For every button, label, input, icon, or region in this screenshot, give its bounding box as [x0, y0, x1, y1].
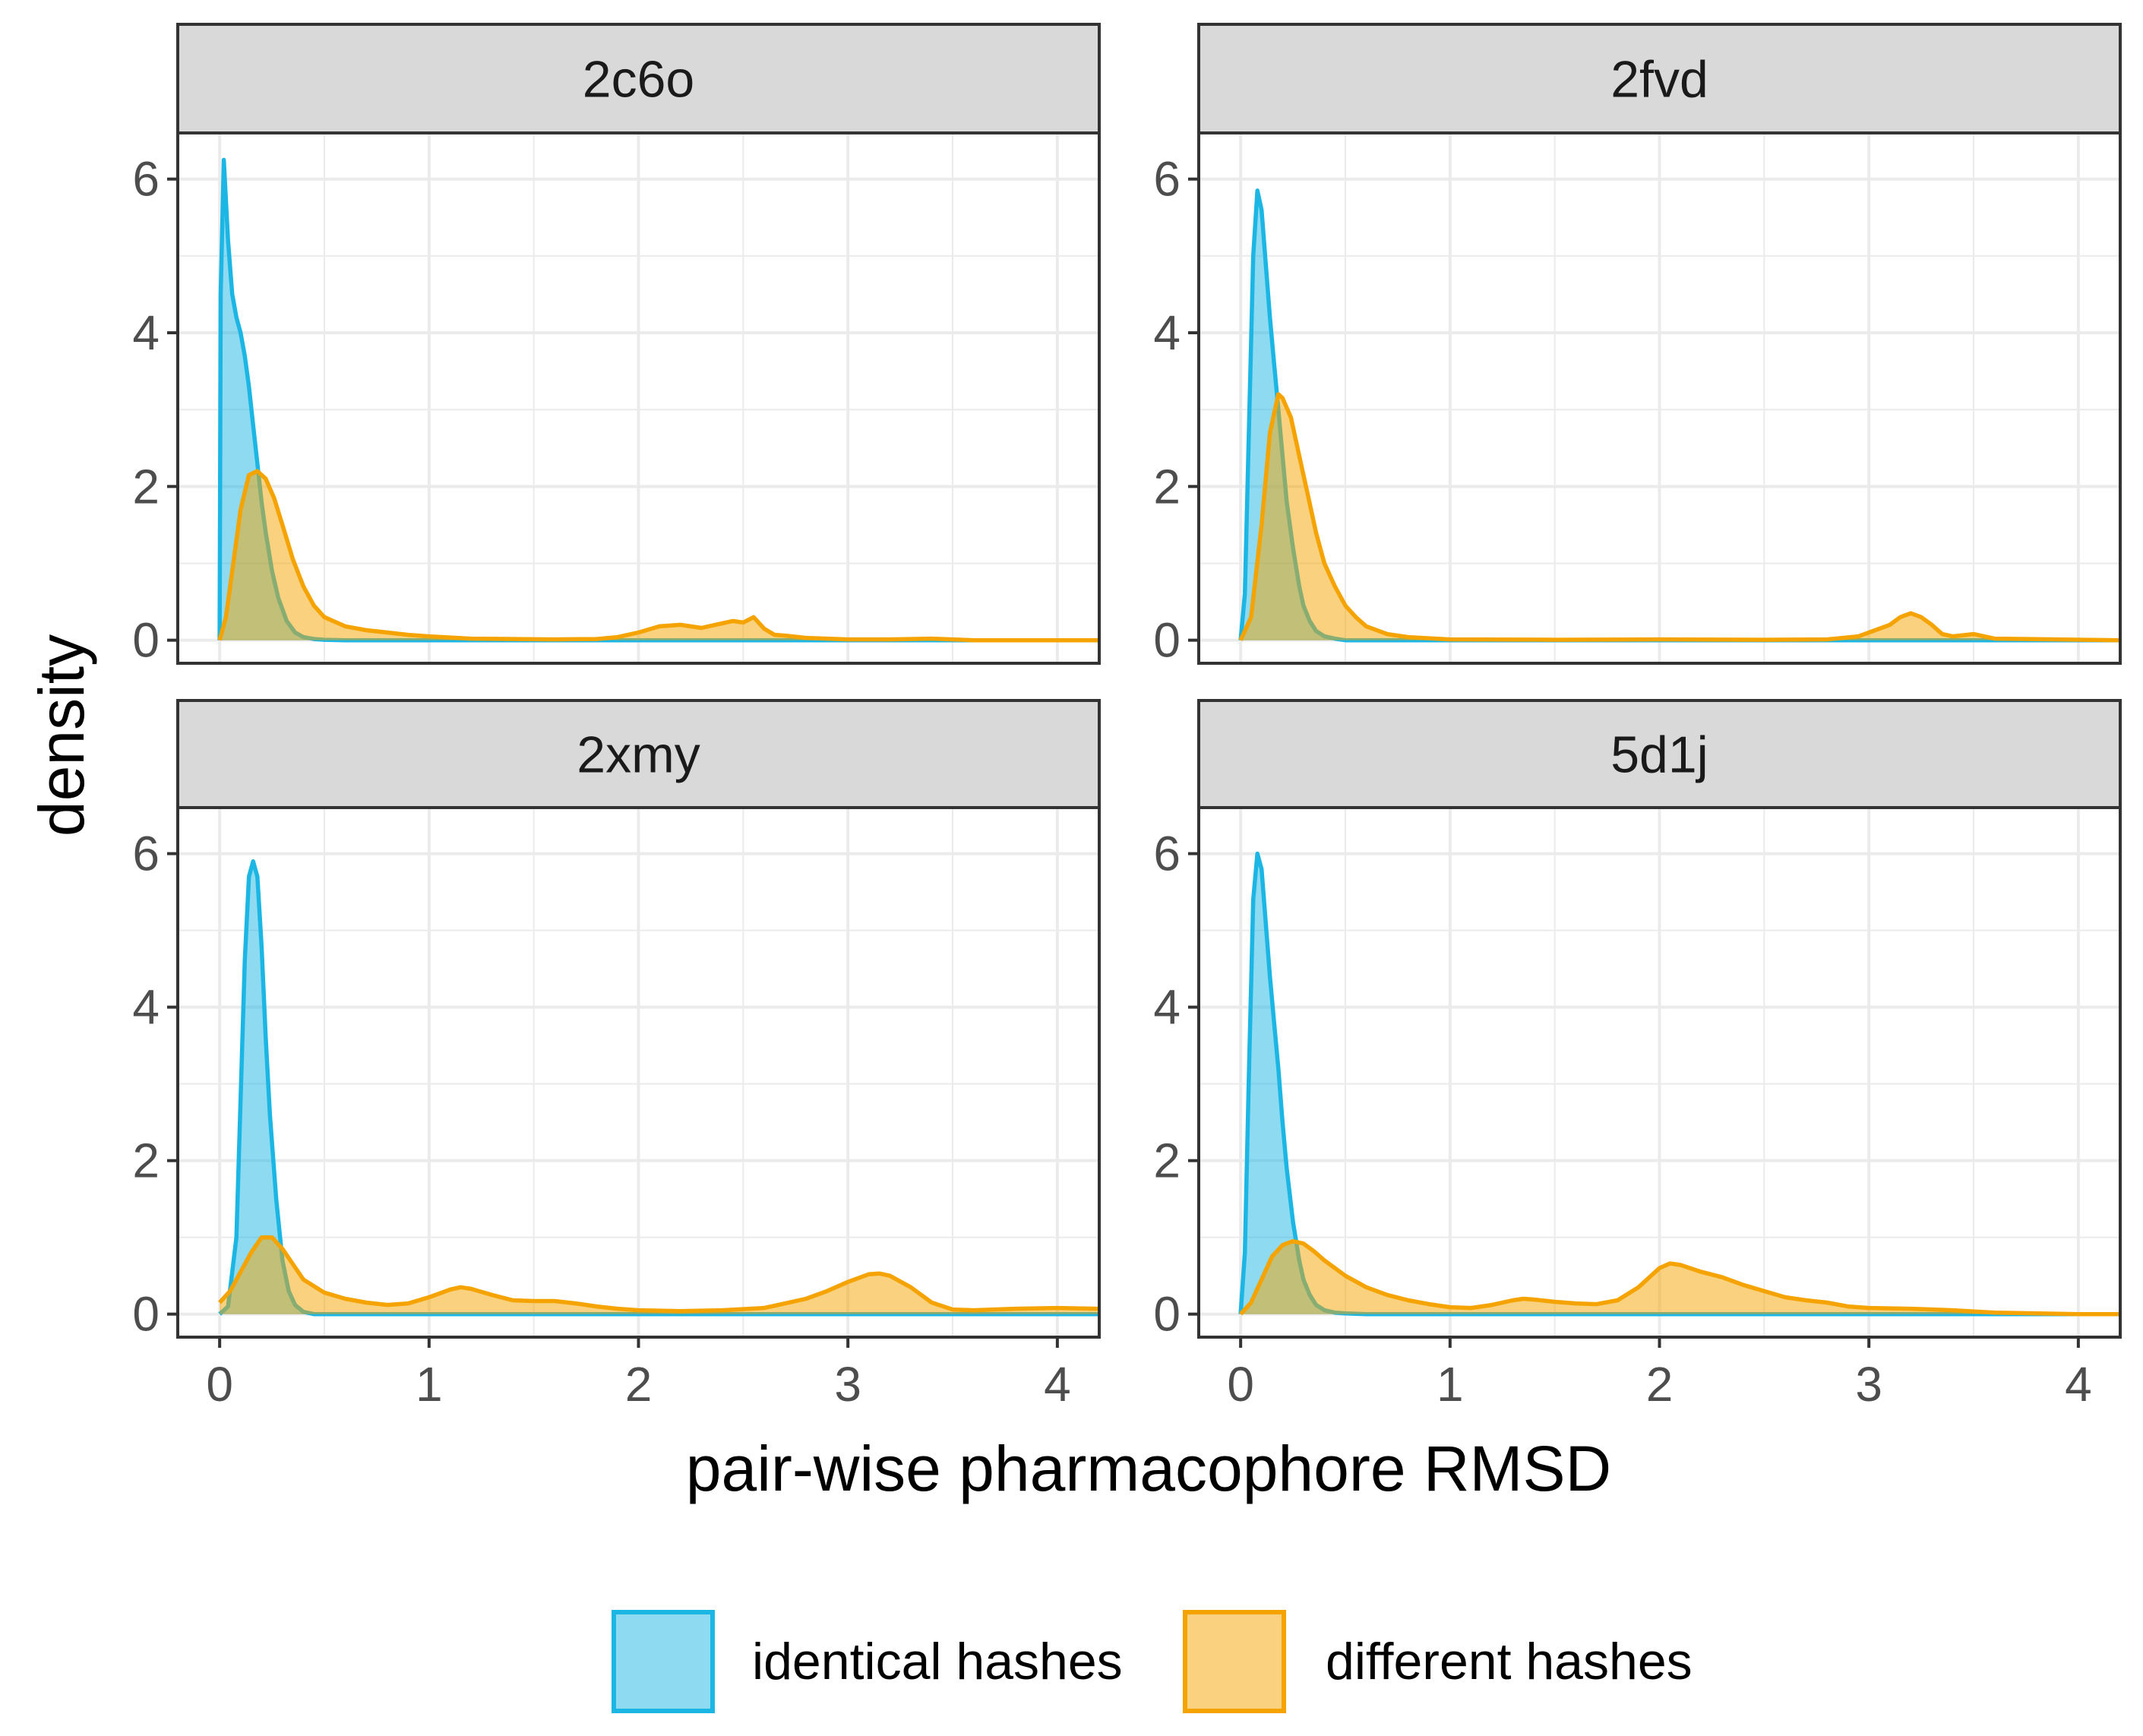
x-tick-label: 4 [2065, 1357, 2092, 1412]
legend-label-different: different hashes [1326, 1633, 1693, 1690]
y-tick-label: 4 [132, 980, 160, 1035]
density-line-different [1238, 392, 2121, 643]
x-tick-label: 0 [1227, 1357, 1254, 1412]
strip-label: 5d1j [1610, 726, 1708, 784]
y-tick-label: 0 [1153, 1287, 1181, 1342]
y-tick-label: 2 [1153, 459, 1181, 514]
legend-key-different [1183, 1610, 1286, 1713]
y-tick-label: 2 [1153, 1134, 1181, 1188]
strip-background [1197, 699, 2122, 809]
density-line-different [218, 1235, 1100, 1314]
y-tick-label: 0 [132, 613, 160, 668]
y-tick-label: 6 [1153, 827, 1181, 881]
y-tick-label: 6 [1153, 152, 1181, 207]
legend-key-identical [612, 1610, 715, 1713]
density-line-different [217, 469, 1099, 643]
y-tick-label: 4 [1153, 305, 1181, 360]
legend-item-identical: identical hashes [612, 1610, 1123, 1713]
x-axis-title: pair-wise pharmacophore RMSD [686, 1433, 1611, 1504]
x-tick-label: 3 [1855, 1357, 1882, 1412]
density-area-different [220, 471, 1100, 640]
y-tick-label: 0 [1153, 613, 1181, 668]
y-axis-title: density [26, 634, 97, 836]
x-tick-label: 4 [1044, 1357, 1071, 1412]
x-tick-label: 1 [416, 1357, 443, 1412]
y-tick-label: 2 [132, 459, 160, 514]
y-tick-label: 4 [1153, 980, 1181, 1035]
legend: identical hashes different hashes [612, 1610, 1693, 1713]
x-tick-label: 2 [1646, 1357, 1674, 1412]
panel-2c6o: 2c6o 0 2 4 6 [132, 23, 1101, 668]
density-line-different [1239, 1238, 2120, 1317]
x-tick-label: 0 [206, 1357, 233, 1412]
panel-2fvd: 2fvd 0 2 4 6 [1153, 23, 2122, 668]
strip-label: 2c6o [583, 51, 694, 109]
x-tick-label: 1 [1437, 1357, 1464, 1412]
strip-label: 2fvd [1610, 51, 1708, 109]
strip-background [176, 699, 1101, 809]
strip-background [1197, 23, 2122, 134]
y-tick-label: 2 [132, 1134, 160, 1188]
y-tick-label: 6 [132, 152, 160, 207]
density-area-different [1241, 1241, 2120, 1314]
legend-label-identical: identical hashes [752, 1633, 1123, 1690]
x-tick-label: 2 [625, 1357, 653, 1412]
y-tick-label: 4 [132, 305, 160, 360]
y-tick-label: 6 [132, 827, 160, 881]
y-tick-label: 0 [132, 1287, 160, 1342]
strip-label: 2xmy [577, 726, 700, 784]
strip-background [176, 23, 1101, 134]
legend-item-different: different hashes [1183, 1610, 1693, 1713]
panel-2xmy: 2xmy 0 2 4 6 0 1 2 3 4 [132, 699, 1101, 1412]
x-tick-label: 3 [834, 1357, 861, 1412]
panel-5d1j: 5d1j 0 2 4 6 0 1 2 3 4 [1153, 699, 2122, 1412]
density-area-different [1241, 394, 2120, 640]
